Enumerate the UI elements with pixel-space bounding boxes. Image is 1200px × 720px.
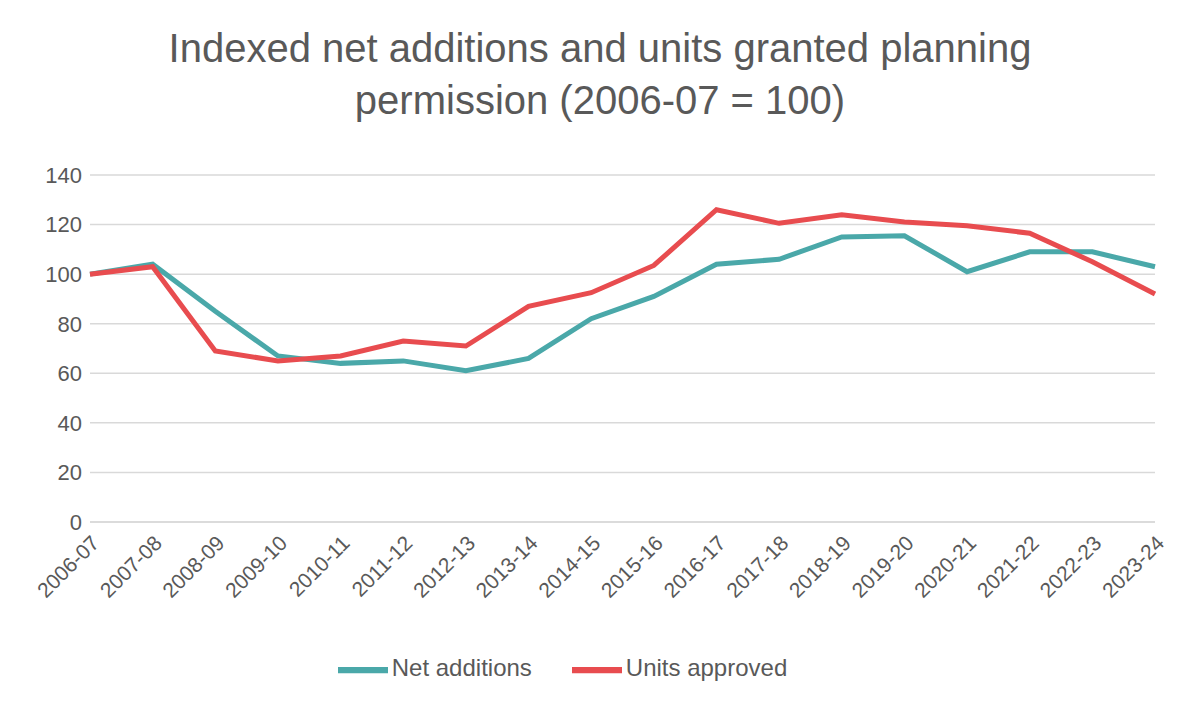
svg-text:2007-08: 2007-08: [95, 531, 166, 602]
svg-text:2014-15: 2014-15: [534, 531, 605, 602]
svg-text:2011-12: 2011-12: [347, 531, 417, 601]
svg-text:2015-16: 2015-16: [596, 531, 667, 602]
svg-text:140: 140: [45, 163, 82, 188]
svg-text:2012-13: 2012-13: [408, 531, 479, 602]
svg-text:80: 80: [58, 312, 82, 337]
svg-text:120: 120: [45, 212, 82, 237]
html-text:Indexed net additions and unit: Indexed net additions and units granted …: [168, 26, 1032, 122]
svg-text:2020-21: 2020-21: [910, 531, 981, 602]
svg-text:2016-17: 2016-17: [659, 531, 730, 602]
svg-text:2008-09: 2008-09: [158, 531, 229, 602]
svg-text:100: 100: [45, 262, 82, 287]
svg-text:2022-23: 2022-23: [1035, 531, 1106, 602]
svg-text:2017-18: 2017-18: [722, 531, 793, 602]
html-text:Net additions: Net additions: [391, 654, 532, 682]
svg-text:0: 0: [70, 510, 82, 535]
html-text:Units approved: Units approved: [625, 654, 788, 682]
svg-text:40: 40: [58, 411, 82, 436]
svg-text:2009-10: 2009-10: [221, 531, 292, 602]
svg-text:2018-19: 2018-19: [784, 531, 855, 602]
svg-text:2006-07: 2006-07: [33, 531, 104, 602]
svg-text:2021-22: 2021-22: [972, 531, 1043, 602]
svg-text:60: 60: [58, 361, 82, 386]
svg-text:2013-14: 2013-14: [471, 531, 542, 602]
svg-text:2010-11: 2010-11: [284, 531, 354, 601]
svg-text:2019-20: 2019-20: [847, 531, 918, 602]
svg-text:2023-24: 2023-24: [1098, 531, 1169, 602]
svg-text:20: 20: [58, 460, 82, 485]
